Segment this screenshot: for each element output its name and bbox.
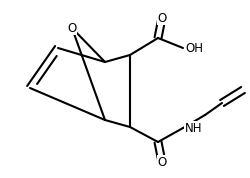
Text: NH: NH bbox=[185, 122, 202, 135]
Text: OH: OH bbox=[185, 41, 203, 54]
Text: O: O bbox=[158, 156, 166, 169]
Text: O: O bbox=[158, 12, 166, 25]
Text: O: O bbox=[68, 22, 76, 35]
